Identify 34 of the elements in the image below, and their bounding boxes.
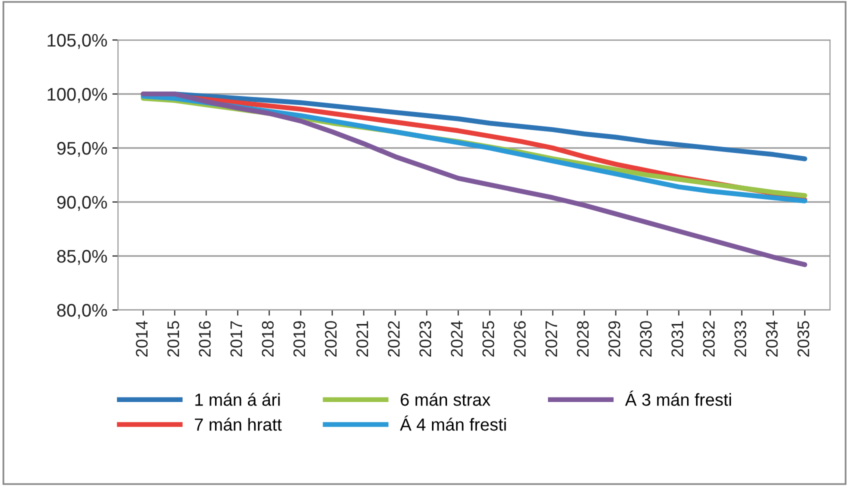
y-tick-label: 85,0% (57, 250, 107, 265)
x-tick-label: 2016 (198, 321, 211, 357)
legend-label: 6 mán strax (400, 392, 490, 406)
x-tick-label: 2018 (262, 321, 274, 357)
x-tick-label: 2020 (324, 321, 337, 357)
legend-label: 7 mán hratt (194, 418, 282, 431)
x-tick-label: 2015 (167, 321, 180, 357)
x-tick-label: 2033 (734, 321, 746, 357)
line-series (140, 92, 808, 268)
x-tick-label: 2026 (514, 321, 526, 357)
x-tick-label: 2025 (482, 321, 494, 357)
x-tick-label: 2014 (136, 320, 148, 357)
legend-label: Á 3 mán fresti (625, 390, 731, 406)
y-tick-label: 90,0% (57, 196, 107, 211)
legend-label: Á 4 mán fresti (400, 416, 506, 431)
x-tick-label: 2035 (797, 321, 810, 357)
y-tick-label: 105,0% (48, 34, 107, 49)
y-tick-label: 80,0% (57, 304, 107, 319)
y-tick-label: 95,0% (57, 142, 107, 157)
x-tick-label: 2024 (450, 320, 463, 357)
x-tick-label: 2031 (671, 321, 684, 357)
x-tick-label: 2032 (702, 321, 715, 357)
x-tick-label: 2022 (388, 321, 400, 357)
x-tick-label: 2027 (545, 321, 558, 357)
y-tick-label: 100,0% (48, 88, 107, 103)
x-tick-label: 2029 (608, 321, 620, 357)
x-tick-label: 2021 (356, 321, 368, 357)
legend-label: 1 mán á ári (195, 392, 280, 406)
x-tick-label: 2023 (419, 321, 432, 357)
x-tick-label: 2034 (766, 320, 778, 357)
x-tick-label: 2030 (640, 321, 652, 357)
x-tick-label: 2019 (293, 321, 306, 357)
x-tick-label: 2028 (576, 321, 589, 357)
x-tick-label: 2017 (230, 321, 242, 357)
